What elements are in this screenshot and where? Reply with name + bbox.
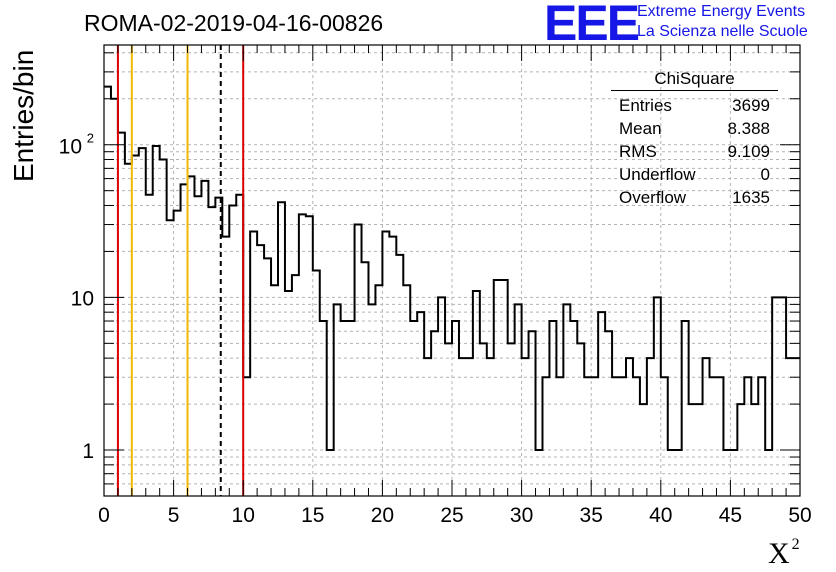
stats-label: RMS [619,142,657,161]
y-tick-label: 10 [71,287,94,310]
x-tick-label: 15 [301,504,324,527]
stats-value: 0 [760,165,770,184]
stats-label: Underflow [619,165,696,184]
x-tick-label: 35 [580,504,603,527]
logo-line-1: Extreme Energy Events [637,3,806,20]
eee-logo-mark: EEE [544,0,640,51]
x-tick-label: 30 [510,504,533,527]
stats-box-separator [611,90,778,91]
x-tick-label: 0 [98,504,110,527]
x-tick-label: 50 [788,504,811,527]
logo-line-2: La Scienza nelle Scuole [637,23,808,40]
stats-label: Entries [619,96,672,115]
stats-row-rms: RMS 9.109 [611,140,778,163]
x-tick-label: 40 [649,504,672,527]
stats-row-mean: Mean 8.388 [611,117,778,140]
stats-value: 8.388 [727,119,770,138]
x-axis-label-superscript: 2 [791,536,800,553]
x-tick-label: 5 [168,504,180,527]
stats-row-overflow: Overflow 1635 [611,186,778,209]
axis-ticks [103,45,801,497]
stats-value: 1635 [732,188,770,207]
histogram-bars [104,85,800,452]
stats-box: ChiSquare Entries 3699 Mean 8.388 RMS 9.109… [611,68,778,209]
stats-value: 9.109 [727,142,770,161]
stats-row-underflow: Underflow 0 [611,163,778,186]
stats-label: Mean [619,119,662,138]
x-axis-label-base: X [768,537,790,570]
stats-row-entries: Entries 3699 [611,94,778,117]
page-title: ROMA-02-2019-04-16-00826 [84,10,384,36]
y-axis-label: Entries/bin [8,49,39,182]
x-tick-label: 20 [371,504,394,527]
stats-value: 3699 [732,96,770,115]
x-tick-label: 10 [232,504,255,527]
tick-labels: 0 5 10 15 20 25 30 35 40 45 50 10 2 10 1 [59,131,812,527]
histogram-outline [104,85,800,452]
x-tick-label: 25 [440,504,463,527]
stats-box-title: ChiSquare [654,69,735,88]
stats-box-inner: ChiSquare Entries 3699 Mean 8.388 RMS 9.109… [611,68,778,209]
y-tick-label: 10 [59,136,82,159]
x-tick-label: 45 [719,504,742,527]
stats-label: Overflow [619,188,687,207]
vertical-marker-lines [116,45,245,496]
y-tick-label-exponent: 2 [87,131,94,146]
y-tick-label: 1 [82,440,94,463]
